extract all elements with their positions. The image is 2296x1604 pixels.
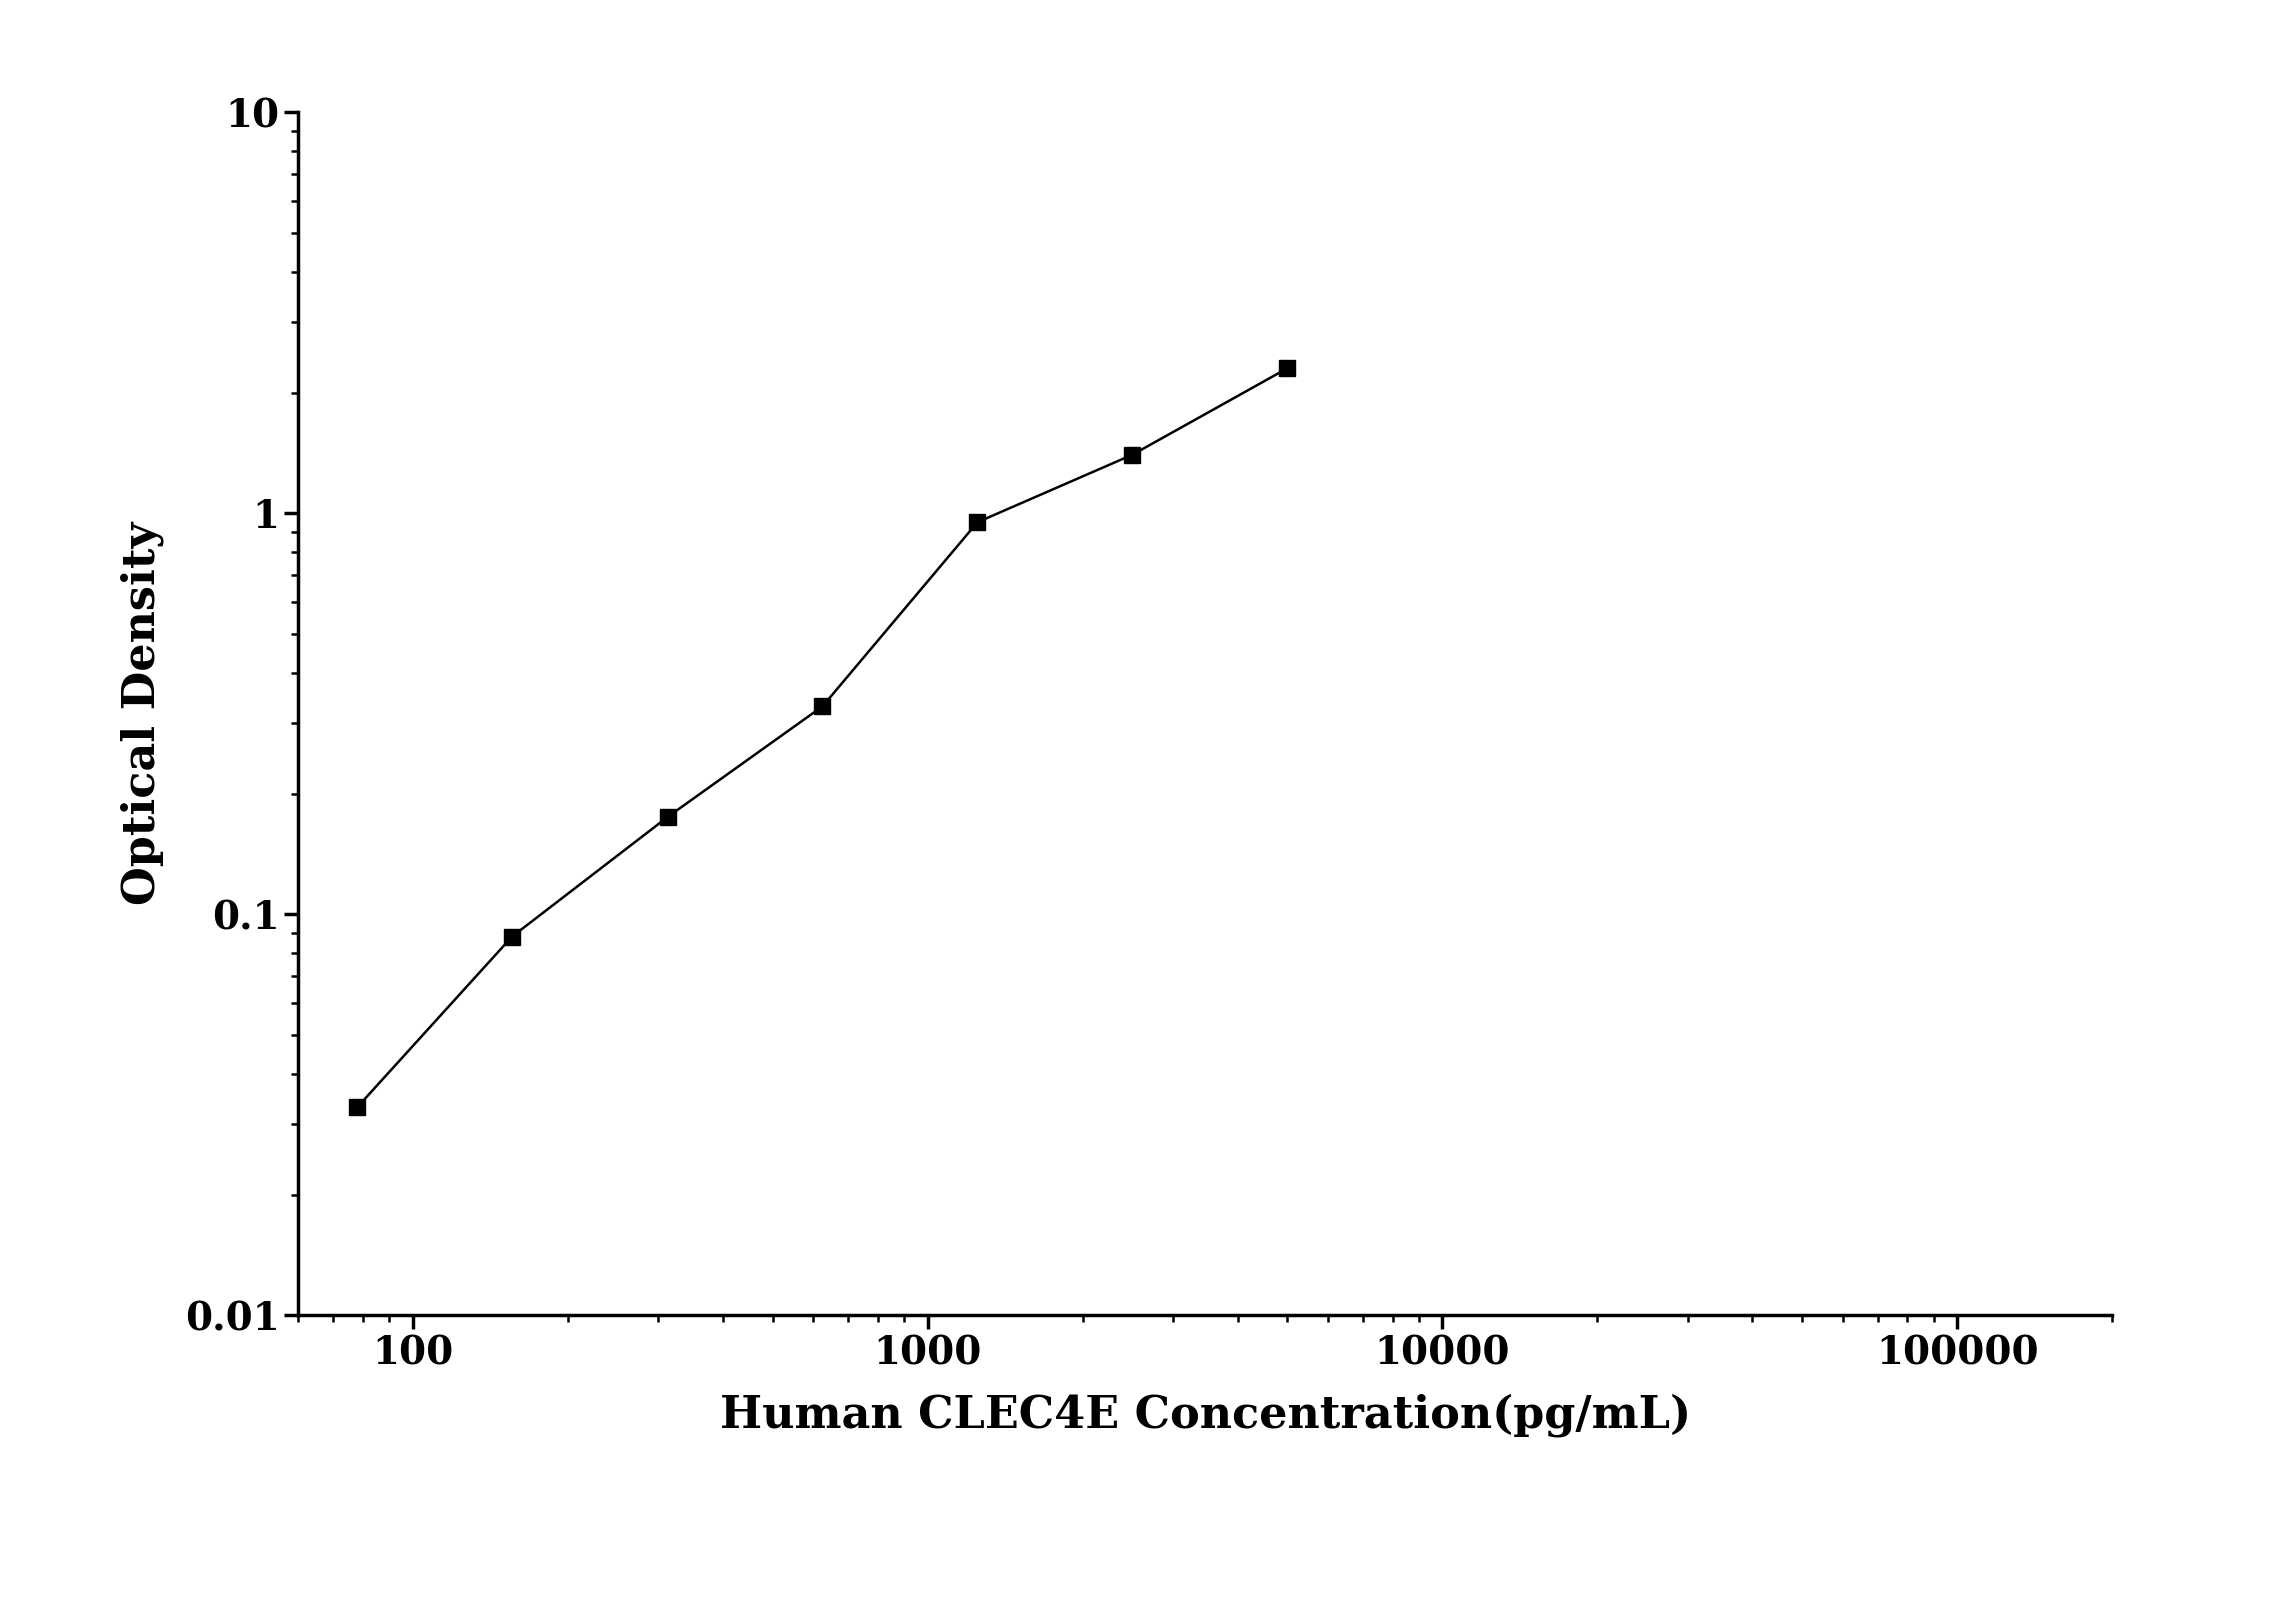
X-axis label: Human CLEC4E Concentration(pg/mL): Human CLEC4E Concentration(pg/mL) bbox=[721, 1392, 1690, 1437]
Y-axis label: Optical Density: Optical Density bbox=[122, 523, 163, 905]
